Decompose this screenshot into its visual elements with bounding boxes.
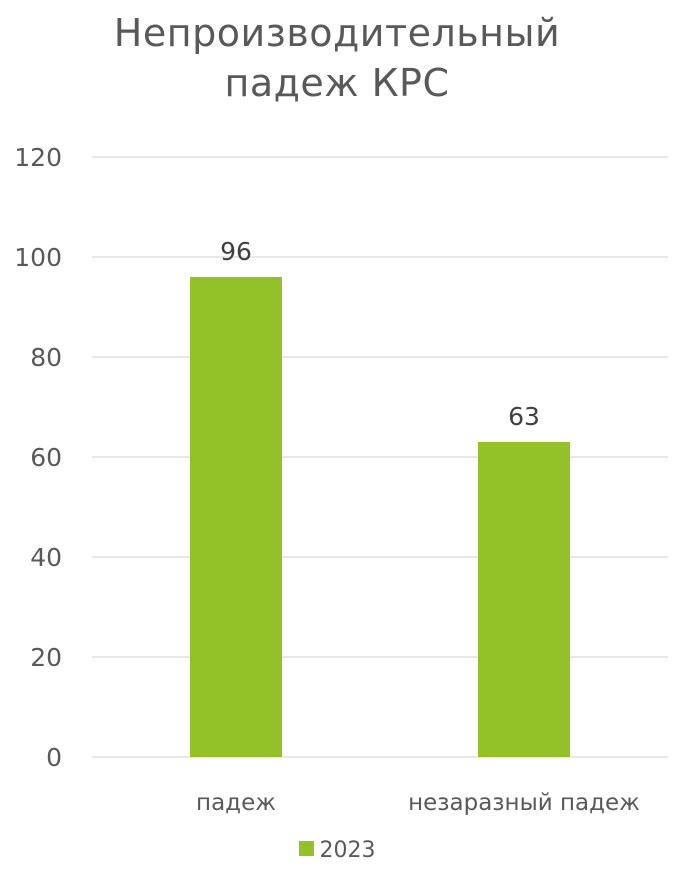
x-tick-label: падеж <box>196 790 276 816</box>
y-tick-label: 80 <box>30 343 62 372</box>
y-tick-label: 100 <box>14 243 62 272</box>
legend-label: 2023 <box>319 838 376 863</box>
chart-title: Непроизводительный падеж КРС <box>0 8 674 108</box>
x-tick-label: незаразный падеж <box>408 790 640 816</box>
y-tick-label: 20 <box>30 643 62 672</box>
y-tick-label: 40 <box>30 543 62 572</box>
bar <box>478 442 570 757</box>
legend-swatch <box>298 841 314 856</box>
bar <box>190 277 282 757</box>
legend: 2023 <box>0 838 674 864</box>
y-tick-label: 60 <box>30 443 62 472</box>
y-tick-label: 0 <box>46 743 62 772</box>
chart-title-line-1: Непроизводительный <box>113 11 561 55</box>
data-label: 96 <box>220 237 252 266</box>
y-tick-label: 120 <box>14 143 62 172</box>
data-label: 63 <box>508 402 540 431</box>
chart-title-line-2: падеж КРС <box>224 61 450 105</box>
